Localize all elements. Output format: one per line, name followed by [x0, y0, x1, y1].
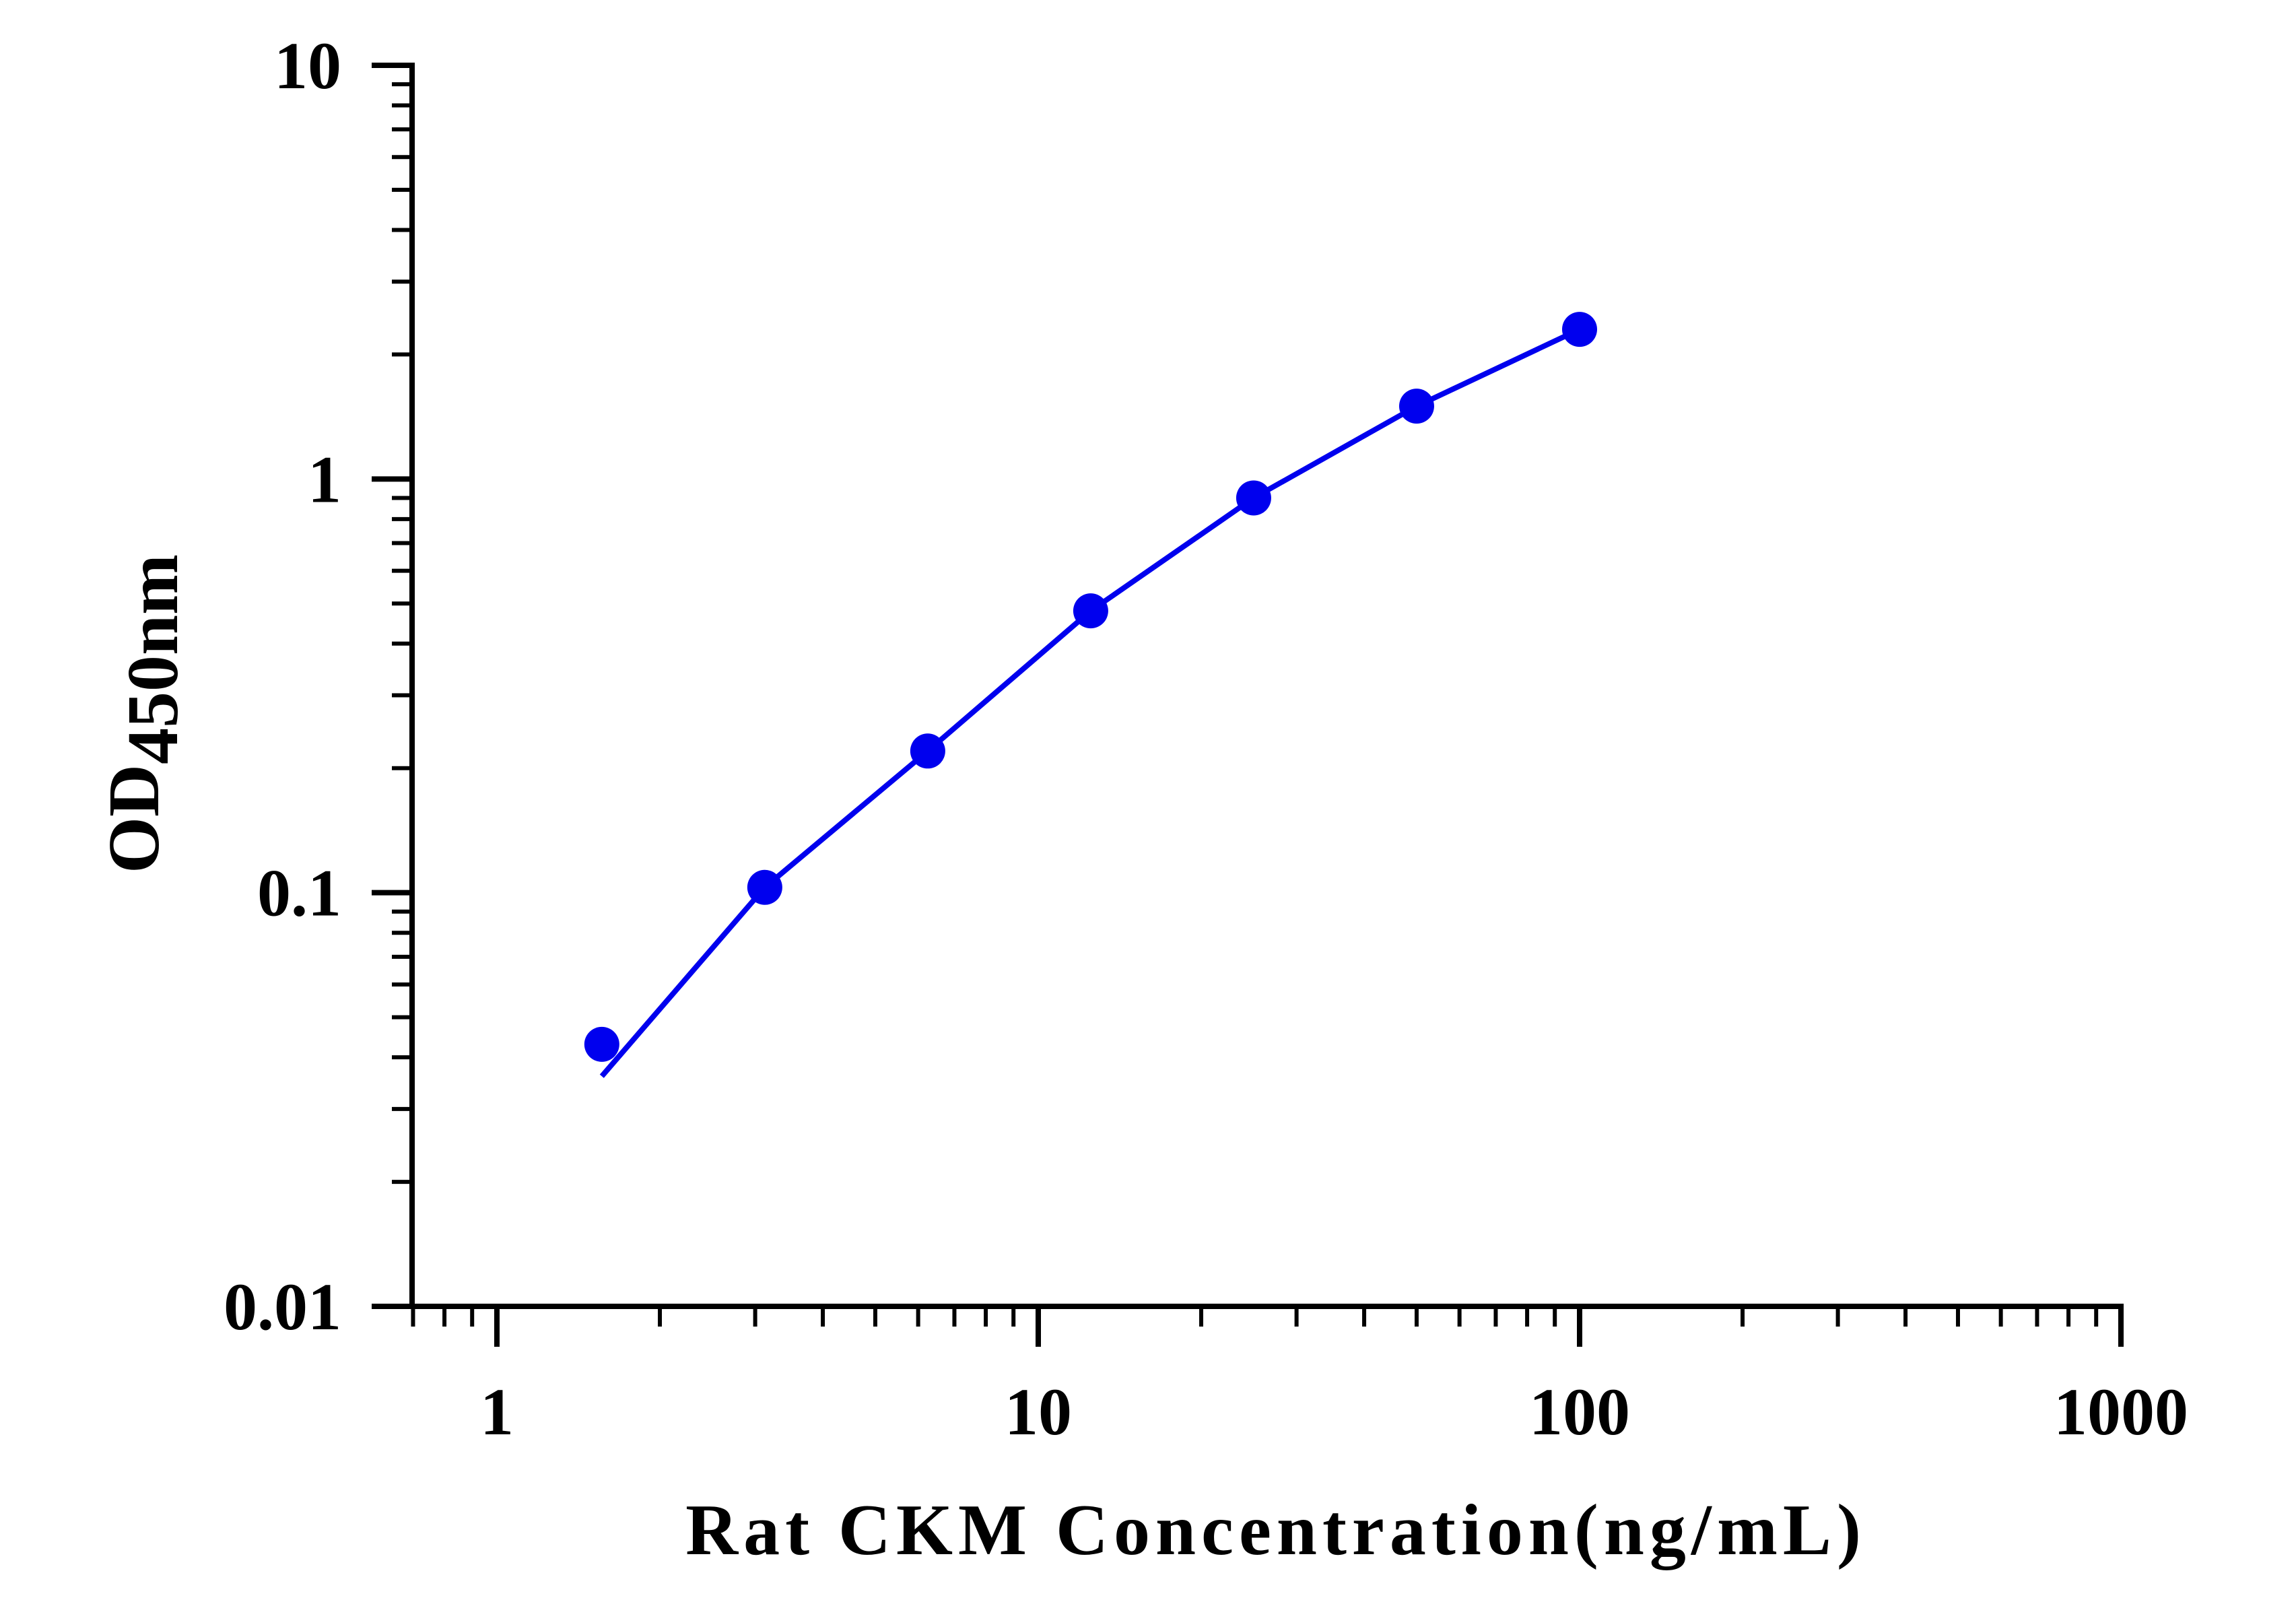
data-point [910, 733, 945, 769]
series-line [599, 327, 1581, 1078]
x-axis-ticks: 1 10 100 1000 [411, 1306, 2188, 1449]
x-tick-label: 1000 [2054, 1374, 2188, 1449]
y-axis-title-subscript: 450nm [113, 554, 193, 764]
y-axis-title-main: OD [94, 764, 174, 873]
y-tick-label: 0.1 [257, 856, 341, 931]
axes [409, 63, 2124, 1309]
data-point [1236, 480, 1271, 516]
x-axis-title: Rat CKM Concentration(ng/mL) [685, 1490, 1866, 1570]
x-tick-label: 1 [480, 1374, 514, 1449]
data-point [747, 869, 782, 905]
data-point [1562, 312, 1597, 347]
y-axis-ticks: 0.01 0.1 1 10 [224, 28, 412, 1344]
data-point [584, 1026, 619, 1062]
x-tick-label: 100 [1529, 1374, 1630, 1449]
x-tick-label: 10 [1005, 1374, 1072, 1449]
y-axis-title: OD450nm [94, 554, 193, 873]
data-point [1398, 389, 1434, 424]
plot-area [584, 312, 1597, 1078]
y-tick-label: 0.01 [224, 1269, 341, 1344]
y-tick-label: 10 [274, 28, 341, 103]
data-point [1073, 593, 1108, 629]
y-tick-label: 1 [308, 442, 341, 516]
